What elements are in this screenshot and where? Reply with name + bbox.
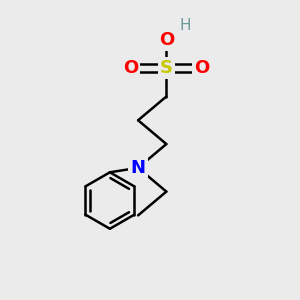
Text: O: O [194, 59, 210, 77]
Text: S: S [160, 59, 173, 77]
Text: H: H [180, 18, 191, 33]
Text: O: O [159, 31, 174, 49]
Text: O: O [123, 59, 138, 77]
Text: N: N [130, 159, 146, 177]
